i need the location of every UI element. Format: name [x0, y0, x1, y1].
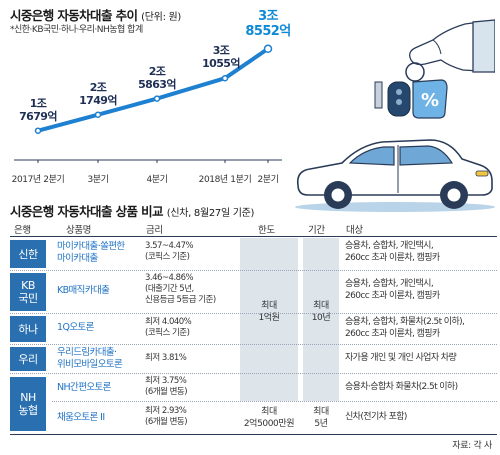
target-nh-1: 승용차·승합차 화물차(2.5t 이하) — [345, 382, 458, 392]
header-period: 기간 — [308, 225, 325, 236]
data-label: 1조 7679억 — [19, 96, 57, 123]
bank-woori: 우리 — [10, 347, 46, 371]
data-point — [221, 74, 229, 82]
target-hana: 승용차, 승합차, 화물차(2.5t 이하), 260cc 초과 이륜차, 캠핑… — [345, 317, 465, 339]
data-point — [34, 127, 42, 134]
data-label: 3조 8552억 — [245, 8, 291, 39]
source-note: 자료: 각 사 — [452, 441, 492, 451]
rate-nh-1: 최저 3.75% (6개월 변동) — [145, 376, 188, 397]
last-period: 최대 5년 — [313, 407, 329, 429]
header-product: 상품명 — [66, 225, 92, 236]
x-tick-label: 3분기 — [87, 175, 109, 185]
product-hana[interactable]: 1Q오토론 — [57, 322, 94, 333]
target-shinhan: 승용차, 승합차, 개인택시, 260cc 초과 이륜차, 캠핑카 — [345, 241, 440, 263]
bank-hana: 하나 — [10, 316, 46, 342]
product-nh-1[interactable]: NH간편오토론 — [57, 382, 111, 393]
bank-shinhan: 신한 — [10, 240, 46, 268]
table-title: 시중은행 자동차대출 상품 비교 (신차, 8월27일 기준) — [10, 201, 254, 220]
rate-nh-2: 최저 2.93% (6개월 변동) — [145, 406, 188, 427]
rate-kb: 3.46~4.86% (대출기간 5년, 신용등급 5등급 기준) — [145, 273, 216, 305]
last-limit: 최대 2억5000만원 — [243, 407, 295, 429]
row-divider — [10, 344, 497, 345]
x-tick-label: 2017년 2분기 — [11, 175, 65, 185]
car-illustration — [295, 139, 495, 212]
data-label: 2조 1749억 — [79, 80, 117, 107]
x-tick-label: 4분기 — [146, 175, 168, 185]
rate-hana: 최저 4.040% (코픽스 기준) — [145, 317, 192, 338]
x-tick-label: 2018년 1분기 — [198, 175, 252, 185]
rate-shinhan: 3.57~4.47% (코픽스 기준) — [145, 241, 194, 262]
svg-text:%: % — [421, 90, 439, 111]
bank-nh: NH 농협 — [10, 377, 46, 431]
row-divider — [10, 313, 497, 314]
table-title-text: 시중은행 자동차대출 상품 비교 — [10, 204, 164, 219]
car-key-illustration: % — [374, 19, 495, 119]
header-limit: 한도 — [258, 225, 275, 236]
row-divider — [10, 373, 497, 374]
table-bottom-line — [10, 434, 497, 435]
data-point — [263, 44, 273, 54]
data-point — [94, 111, 102, 118]
merged-period: 최대 10년 — [311, 301, 331, 323]
rate-woori: 최저 3.81% — [145, 353, 187, 363]
chart-note: *신한·KB국민·하나·우리·NH농협 합계 — [10, 25, 143, 35]
bank-kb: KB 국민 — [10, 273, 46, 311]
data-label: 2조 5863억 — [138, 64, 176, 91]
nh-row-divider — [52, 401, 497, 402]
data-point — [153, 95, 161, 102]
header-divider — [10, 236, 497, 237]
product-kb[interactable]: KB매직카대출 — [57, 285, 110, 296]
product-nh-2[interactable]: 채움오토론 II — [57, 412, 105, 423]
target-nh-2: 신차(전기차 포함) — [345, 412, 407, 422]
table-subtitle: (신차, 8월27일 기준) — [166, 208, 255, 219]
merged-limit: 최대 1억원 — [258, 301, 280, 323]
data-label: 3조 1055억 — [202, 44, 240, 71]
header-bank: 은행 — [14, 225, 31, 236]
target-woori: 자가용 개인 및 개인 사업자 차량 — [345, 353, 457, 363]
x-tick-label: 2분기 — [257, 175, 279, 185]
product-shinhan[interactable]: 마이카대출·쏠편한 마이카대출 — [57, 241, 125, 264]
header-rate: 금리 — [146, 225, 163, 236]
line-chart — [14, 44, 282, 163]
chart-unit: (단위: 원) — [141, 12, 182, 23]
header-target: 대상 — [346, 225, 363, 236]
product-woori[interactable]: 우리드림카대출· 위비모바일오토론 — [57, 347, 123, 370]
chart-title-text: 시중은행 자동차대출 추이 — [10, 8, 138, 23]
target-kb: 승용차, 승합차, 개인택시, 260cc 초과 이륜차, 캠핑카 — [345, 279, 440, 301]
row-divider — [10, 270, 497, 271]
chart-title: 시중은행 자동차대출 추이 (단위: 원) — [10, 5, 181, 24]
